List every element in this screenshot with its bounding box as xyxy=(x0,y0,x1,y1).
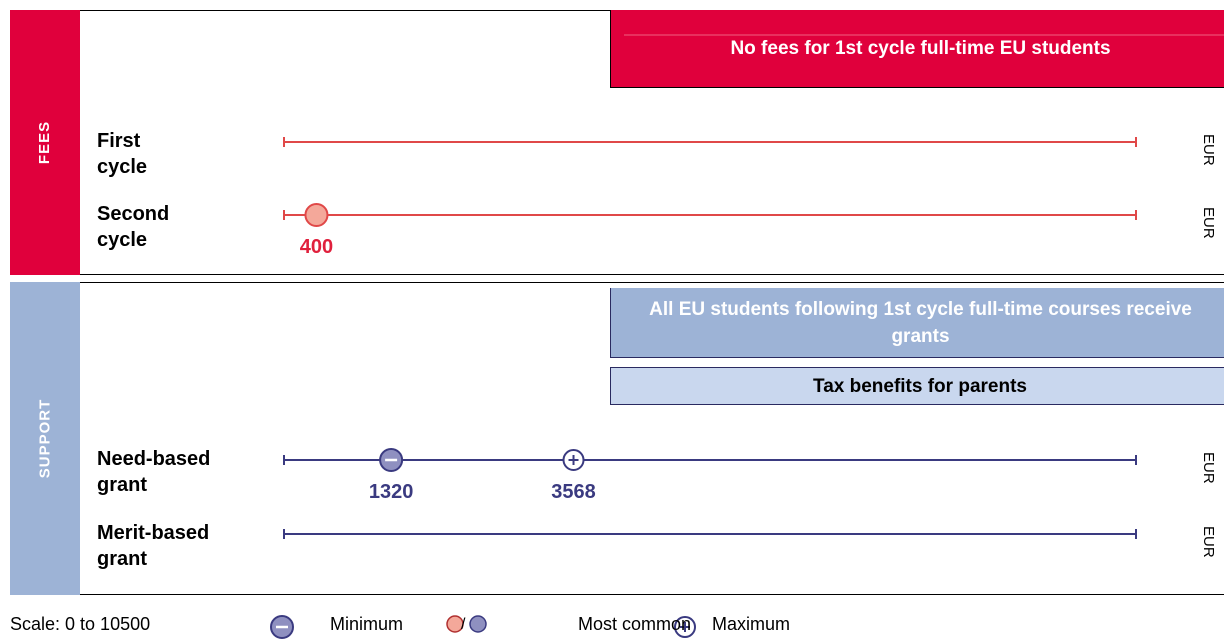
unit-label: EUR xyxy=(1200,526,1217,558)
legend-maximum: Maximum xyxy=(712,614,791,634)
value-label: 400 xyxy=(299,236,334,258)
value-label: 3568 xyxy=(551,481,596,503)
legend-scale: Scale: 0 to 10500 xyxy=(10,614,151,634)
support-banner: Tax benefits for parents xyxy=(610,367,1224,405)
unit-label: EUR xyxy=(1200,207,1217,239)
value-label: 1320 xyxy=(368,481,414,503)
most-common-marker xyxy=(304,203,329,227)
legend-separator: / xyxy=(461,616,466,633)
support-band: SUPPORT xyxy=(10,282,80,595)
unit-label: EUR xyxy=(1200,134,1217,166)
legend-most-common-support xyxy=(469,615,487,633)
unit-label: EUR xyxy=(1200,452,1217,484)
row-label: Need-based grant xyxy=(97,448,211,496)
row-label: Merit-based grant xyxy=(97,522,210,570)
fees-banner: No fees for 1st cycle full-time EU stude… xyxy=(610,10,1224,88)
legend-minimum: Minimum xyxy=(330,614,404,634)
row-label: First cycle xyxy=(97,130,148,178)
support-banner: All EU students following 1st cycle full… xyxy=(610,288,1224,358)
fees-band: FEES xyxy=(10,10,80,275)
row-label: Second cycle xyxy=(97,203,170,251)
legend-most-common-fees xyxy=(446,615,464,633)
legend-most-common: Most common xyxy=(578,614,692,634)
